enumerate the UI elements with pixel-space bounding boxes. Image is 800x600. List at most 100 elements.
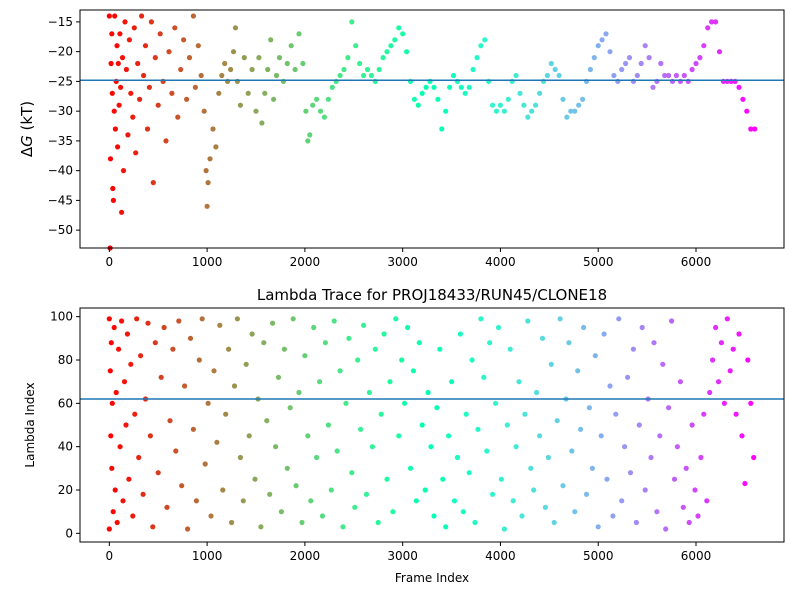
delta-g-point [533,102,539,108]
lambda-point [504,422,510,428]
lambda-point [713,324,719,331]
delta-g-point [135,60,141,67]
delta-g-point [580,96,586,102]
lambda-point [152,340,158,346]
lambda-point [202,461,208,467]
lambda-point [158,374,164,380]
delta-g-point [122,19,128,25]
lambda-point [727,368,733,374]
delta-g-point [361,72,367,79]
delta-g-point [146,84,152,90]
lambda-point [331,318,337,324]
delta-g-point [466,84,472,90]
lambda-point [604,476,610,482]
lambda-point [119,318,125,324]
lambda-point [569,448,575,454]
delta-g-point [172,25,178,31]
delta-g-point [634,72,640,79]
lambda-point [671,476,678,482]
delta-g-point [228,66,234,73]
lambda-points [106,316,757,532]
delta-g-point [396,25,402,31]
lambda-plot-title: Lambda Trace for PROJ18433/RUN45/CLONE18 [257,286,607,304]
delta-g-point [216,90,222,96]
delta-g-point [155,102,161,108]
lambda-point [112,487,118,493]
lambda-point [187,335,194,341]
lambda-point [513,444,519,450]
delta-g-point [296,31,302,37]
lambda-point [674,444,681,450]
delta-g-point [517,90,523,96]
lambda-x-tick-label: 0 [106,549,114,563]
lambda-y-tick-label: 60 [58,396,73,410]
lambda-point [361,322,367,328]
lambda-point [173,448,179,454]
delta-g-point [198,72,204,79]
delta-g-x-tick-label: 3000 [387,255,418,269]
delta-g-point [548,60,554,67]
delta-g-point [384,49,390,55]
lambda-x-tick-label: 2000 [290,549,321,563]
lambda-point [490,491,496,497]
delta-g-point [205,180,211,186]
delta-g-point [219,72,225,79]
delta-g-point [305,138,311,144]
delta-g-point [128,90,134,96]
delta-g-point [292,66,298,73]
lambda-point [710,357,716,363]
lambda-point [299,519,305,526]
delta-g-point [368,72,374,79]
delta-g-point [119,55,126,61]
lambda-point [663,526,669,532]
delta-g-y-tick-label: −35 [48,134,73,148]
lambda-point [319,513,326,519]
lambda-point [654,509,660,515]
lambda-point [214,439,220,445]
lambda-point [252,476,258,482]
delta-g-point [148,19,154,25]
delta-g-point [560,96,566,102]
lambda-point [689,422,695,428]
lambda-point [136,454,142,461]
lambda-point [686,519,692,526]
lambda-point [578,426,584,432]
delta-g-point [111,108,117,114]
delta-g-point [207,156,213,162]
lambda-point [648,454,654,461]
delta-g-y-tick-label: −40 [48,164,73,178]
delta-g-point [744,108,750,114]
lambda-point [147,433,153,439]
lambda-point [140,491,146,497]
delta-g-point [474,55,480,61]
lambda-point [457,331,463,337]
lambda-point [651,340,657,346]
lambda-point [145,320,151,326]
lambda-point [182,383,188,389]
lambda-y-tick-label: 0 [65,526,73,540]
lambda-x-tick-label: 6000 [681,549,712,563]
lambda-point [434,405,440,411]
delta-g-point [130,114,136,120]
delta-g-point [273,72,280,79]
lambda-point [481,374,487,380]
delta-g-x-tick-label: 0 [106,255,114,269]
delta-g-point [470,66,476,73]
delta-g-point [184,96,190,102]
lambda-y-tick-label: 20 [58,483,73,497]
lambda-point [161,324,167,331]
delta-g-point [572,108,578,114]
lambda-point [264,418,270,424]
lambda-point [548,361,554,367]
lambda-point [751,454,757,461]
delta-g-point [271,96,277,102]
lambda-point [275,374,282,380]
delta-g-point [116,102,122,108]
delta-g-point [681,72,687,79]
delta-g-point [709,19,715,25]
lambda-point [466,470,472,476]
lambda-point [660,361,666,367]
lambda-point [358,426,364,432]
lambda-point [372,346,378,352]
